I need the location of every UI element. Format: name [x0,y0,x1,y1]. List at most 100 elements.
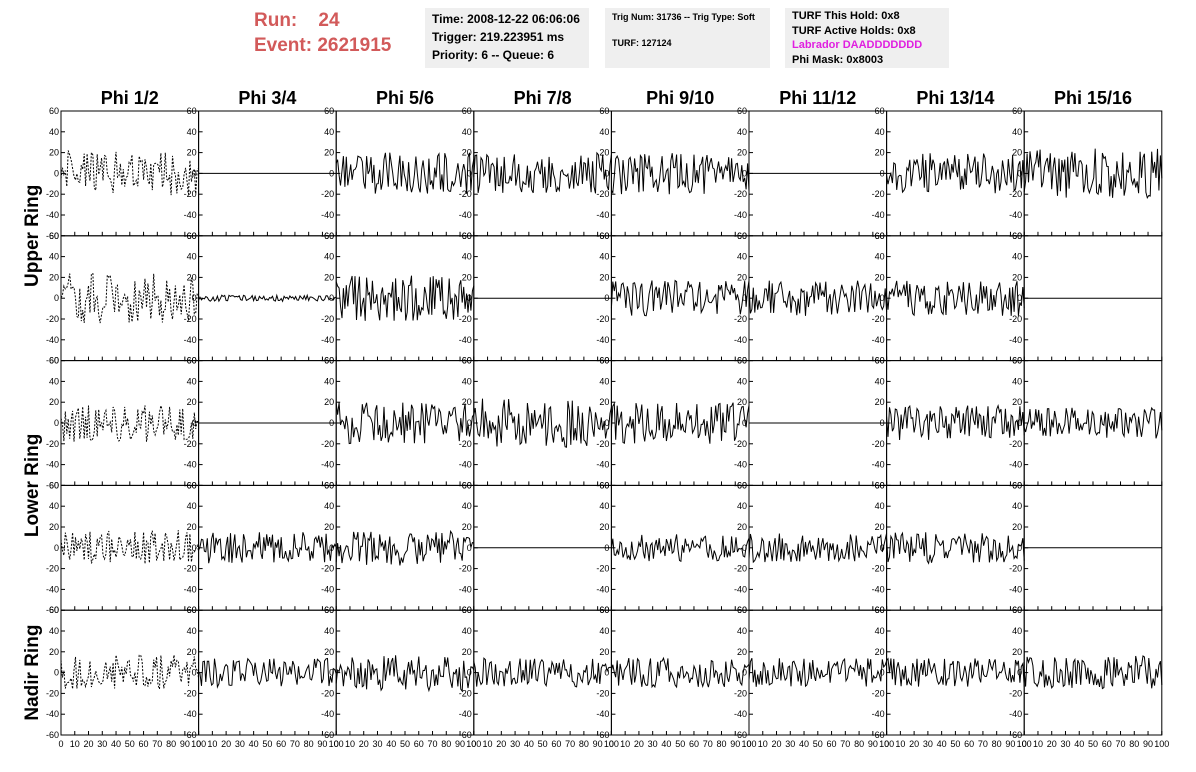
x-tick-label: 90 [180,739,190,749]
x-tick-label: 100 [879,739,894,749]
y-tick-label: 40 [1012,626,1022,636]
y-tick-label: -20 [596,564,609,574]
y-tick-label: 60 [462,106,472,116]
y-tick-label: 60 [737,356,747,366]
x-tick-label: 20 [772,739,782,749]
x-tick-label: 30 [1060,739,1070,749]
y-tick-label: 20 [187,148,197,158]
y-tick-label: -40 [1009,335,1022,345]
y-tick-label: 20 [1012,148,1022,158]
y-tick-label: 40 [187,626,197,636]
waveform-series [60,273,199,324]
y-tick-label: 40 [324,376,334,386]
waveform-series [610,656,750,689]
y-tick-label: -20 [459,688,472,698]
y-tick-label: -40 [46,460,59,470]
x-tick-label: 30 [97,739,107,749]
labrador-text: Labrador DAADDDDDDD [792,39,923,51]
row-label: Lower Ring [22,434,43,537]
waveform-series [335,275,475,321]
x-tick-label: 10 [207,739,217,749]
x-tick-label: 30 [923,739,933,749]
run-label: Run: [254,10,298,31]
y-tick-label: 0 [742,668,747,678]
y-tick-label: 20 [875,148,885,158]
y-tick-label: 20 [737,397,747,407]
y-tick-label: -40 [459,210,472,220]
y-tick-label: 20 [187,272,197,282]
event-label: Event: [254,35,313,56]
column-header: Phi 5/6 [376,88,434,108]
x-tick-label: 10 [758,739,768,749]
y-tick-label: -60 [459,730,472,740]
y-tick-label: 40 [599,626,609,636]
y-tick-label: 40 [49,127,59,137]
y-tick-label: -20 [184,439,197,449]
y-tick-label: 0 [192,668,197,678]
x-tick-label: 0 [196,739,201,749]
y-tick-label: 60 [49,480,59,490]
y-tick-label: 0 [880,418,885,428]
y-tick-label: -20 [872,314,885,324]
y-tick-label: -40 [459,460,472,470]
y-tick-label: 20 [1012,647,1022,657]
y-tick-label: 60 [599,356,609,366]
waveform-series [335,152,475,194]
x-tick-label: 80 [854,739,864,749]
x-tick-label: 20 [221,739,231,749]
y-tick-label: 60 [1012,106,1022,116]
y-tick-label: 0 [467,418,472,428]
waveform-series [886,153,1025,194]
x-tick-label: 90 [1143,739,1153,749]
waveform-series [198,293,337,303]
y-tick-label: 60 [187,231,197,241]
y-tick-label: 20 [462,148,472,158]
panel-frame [60,484,200,611]
y-tick-label: 0 [604,543,609,553]
y-tick-label: -40 [459,709,472,719]
x-tick-label: 100 [1154,739,1169,749]
x-tick-label: 100 [191,739,206,749]
y-tick-label: -20 [734,688,747,698]
x-tick-label: 70 [428,739,438,749]
priority-text: Priority: 6 -- Queue: 6 [432,48,555,62]
y-tick-label: -20 [872,564,885,574]
y-tick-label: 60 [462,605,472,615]
y-tick-label: 40 [875,127,885,137]
y-tick-label: 40 [49,501,59,511]
y-tick-label: 60 [737,231,747,241]
y-tick-label: -40 [184,210,197,220]
waveform-series [1023,148,1163,200]
y-tick-label: 0 [880,168,885,178]
y-tick-label: -40 [184,460,197,470]
y-tick-label: 40 [875,252,885,262]
y-tick-label: -60 [46,605,59,615]
x-tick-label: 60 [827,739,837,749]
y-tick-label: -40 [1009,709,1022,719]
y-tick-label: 20 [599,647,609,657]
trigger-panel: Trig Num: 31736 -- Trig Type: Soft TURF:… [605,8,770,68]
run-line: Run: 24 [254,8,414,33]
time-panel: Time: 2008-12-22 06:06:06 Trigger: 219.2… [425,8,589,68]
waveform-series [60,150,199,196]
waveform-series [1023,655,1163,690]
waveform-series [1023,406,1163,439]
y-tick-label: -20 [321,688,334,698]
x-tick-label: 10 [70,739,80,749]
y-tick-label: 20 [49,148,59,158]
y-tick-label: 20 [324,148,334,158]
y-tick-label: -60 [46,480,59,490]
y-tick-label: 0 [329,168,334,178]
y-tick-label: -40 [321,584,334,594]
y-tick-label: -60 [872,730,885,740]
y-tick-label: 0 [329,293,334,303]
column-header: Phi 1/2 [101,88,159,108]
y-tick-label: 20 [599,148,609,158]
y-tick-label: -40 [46,709,59,719]
y-tick-label: 60 [324,356,334,366]
waveform-series [610,153,750,195]
y-tick-label: 60 [462,231,472,241]
time-text: Time: 2008-12-22 06:06:06 [432,12,580,26]
y-tick-label: 20 [1012,272,1022,282]
y-tick-label: 20 [737,272,747,282]
